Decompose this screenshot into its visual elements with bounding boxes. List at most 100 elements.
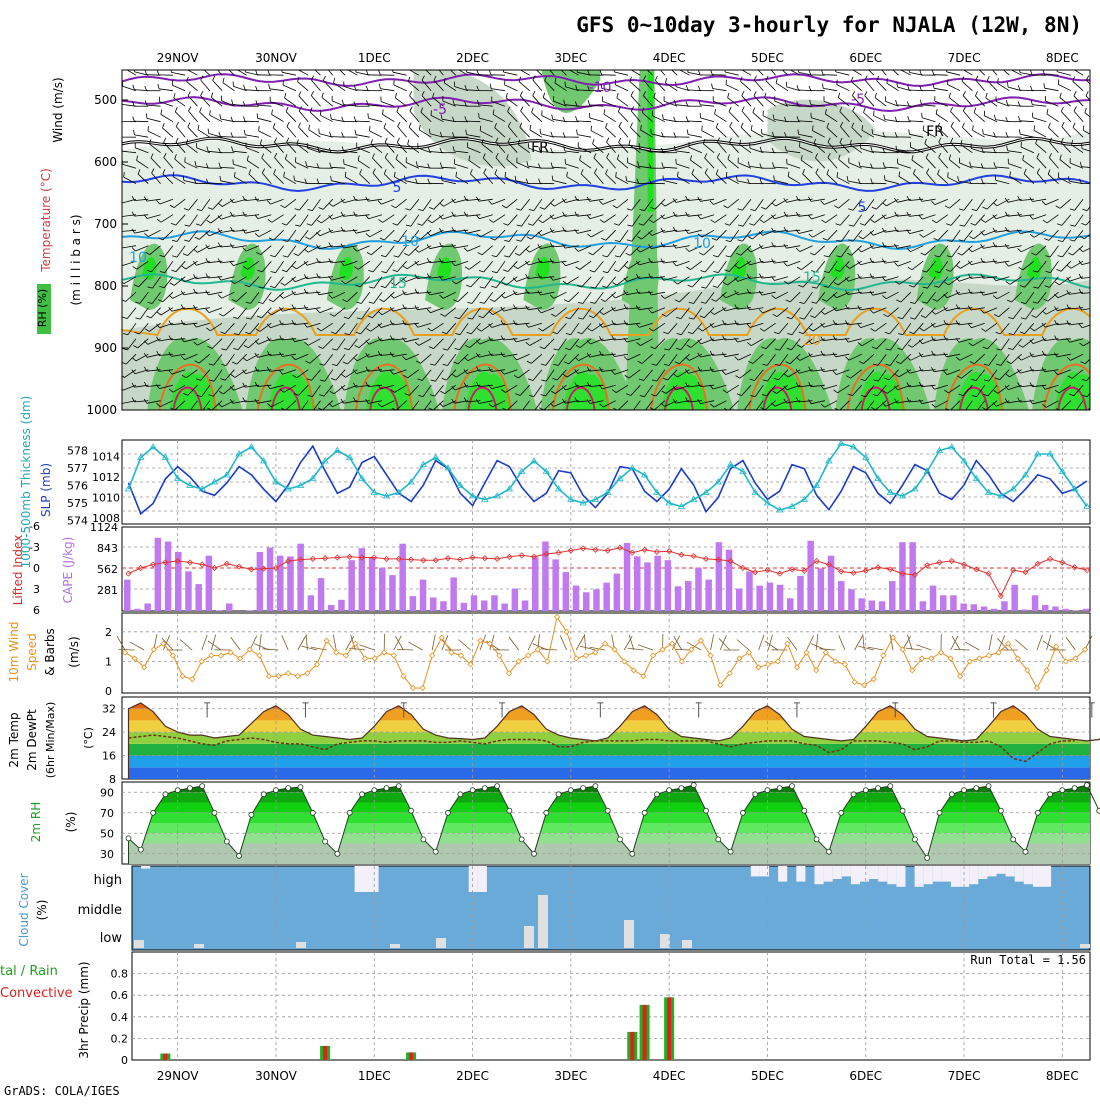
precip-tick: 0.6 [111, 989, 129, 1002]
cape-bar [134, 609, 141, 611]
contour-label: FR [926, 124, 944, 140]
rh-point [433, 849, 438, 854]
top-date-label: 3DEC [554, 51, 587, 65]
top-date-label: 5DEC [751, 51, 784, 65]
wind-barb-flag [517, 63, 518, 68]
rh-point [544, 810, 549, 815]
precip-panel: 0.80.60.40.20 Run Total = 1.56 tal / Rai… [0, 952, 1090, 1067]
rh-point [1084, 783, 1089, 788]
cloud-low-gap [660, 934, 670, 948]
rh-tick: 70 [100, 807, 114, 820]
rh-point [790, 784, 795, 789]
rh-point [151, 810, 156, 815]
wind-barb-flag [739, 63, 740, 68]
rh-band [122, 823, 1090, 833]
wind-barb-flag [1058, 172, 1059, 177]
top-date-label: 2DEC [456, 51, 489, 65]
lifted-index-label: Lifted Index [11, 535, 25, 606]
rh-band [122, 813, 1090, 823]
rh-point [187, 786, 192, 791]
cloud-high-gap [924, 866, 933, 884]
cape-bar [858, 598, 865, 611]
cloud-low-gap [682, 940, 692, 948]
rh-point [839, 810, 844, 815]
rh-point [1072, 786, 1077, 791]
wind-barb-flag [1057, 67, 1058, 72]
wind-barb-flag [1070, 411, 1075, 412]
cloud-low-gap [436, 938, 446, 948]
cloud-high-gap [1006, 866, 1015, 876]
wind-barb-flag [948, 80, 949, 85]
cape-bar [634, 556, 641, 611]
precip-convective-bar [323, 1046, 327, 1060]
rh-tick: 90 [100, 786, 114, 799]
cape-bar [308, 595, 315, 611]
cape-tick: 843 [97, 542, 118, 555]
wind-barb-flag [545, 60, 547, 64]
rh-point [212, 810, 217, 815]
contour-label: 20 [803, 333, 821, 349]
bottom-date-label: 29NOV [157, 1069, 199, 1083]
rh-point [937, 810, 942, 815]
cape-bar [603, 583, 610, 611]
cape-bar [491, 595, 498, 611]
slp-tick: 1014 [92, 450, 120, 463]
credit: GrADS: COLA/IGES [4, 1084, 120, 1098]
precip-convective-bar [667, 997, 671, 1060]
wind-barb-flag [888, 61, 890, 66]
cloud-high-gap [796, 866, 805, 882]
cape-bar [644, 562, 651, 611]
cloud-high-gap [878, 866, 887, 882]
thickness-tick: 575 [67, 497, 88, 510]
top-date-label: 7DEC [948, 51, 981, 65]
wind-barb-flag [320, 110, 321, 115]
cape-label: CAPE (J/kg) [61, 537, 75, 604]
cape-bar [950, 595, 957, 611]
rh-point [679, 786, 684, 791]
rh-label: RH (%) [36, 289, 49, 327]
cloud-high-gap [1024, 866, 1033, 884]
wind-barb-flag [368, 113, 369, 118]
cape-bar [756, 586, 763, 611]
cloud-high-gap [896, 866, 905, 887]
cloud-high-gap [951, 866, 960, 887]
wind-barb-flag [431, 110, 432, 115]
rh-point [630, 851, 635, 856]
wind-barb-flag [1058, 79, 1059, 84]
top-date-label: 4DEC [653, 51, 686, 65]
wind-barb-flag [627, 411, 632, 412]
rh-point [998, 808, 1003, 813]
wind-barb-flag [589, 113, 590, 118]
wind-barb-flag [184, 411, 189, 412]
cape-bar [287, 556, 294, 611]
cape-bar [501, 604, 508, 612]
cloud-high-gap [833, 866, 842, 879]
cape-bar [185, 571, 192, 611]
rh-point [802, 808, 807, 813]
cape-bar [410, 596, 417, 611]
rh-point [876, 786, 881, 791]
wind-barb-flag [1082, 410, 1087, 411]
cape-bar [1062, 609, 1069, 611]
cloud-low-gap [538, 920, 548, 948]
cape-bar [1073, 610, 1080, 611]
wind-barb-flag [517, 411, 522, 412]
wind10-tick: 1 [105, 655, 112, 668]
cape-bar [369, 557, 376, 611]
wind-barb-flag [418, 411, 423, 412]
precip-tick: 0.4 [111, 1011, 129, 1024]
cape-bar [1022, 610, 1029, 612]
rh-point [310, 810, 315, 815]
top-date-label: 30NOV [255, 51, 297, 65]
rh-tick: 50 [100, 827, 114, 840]
cape-bar [940, 595, 947, 611]
cape-bar [512, 589, 518, 611]
wind-barb-flag [435, 60, 437, 64]
cloud-high-gap [355, 866, 379, 892]
cape-bar [899, 542, 906, 611]
pressure-tick-label: 600 [94, 155, 117, 169]
cape-bar [1011, 585, 1018, 611]
cloud-high-gap [1015, 866, 1024, 882]
cloud-high-gap [933, 866, 942, 882]
